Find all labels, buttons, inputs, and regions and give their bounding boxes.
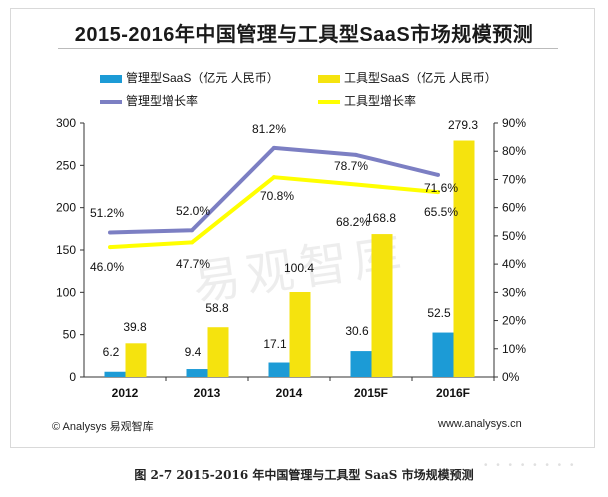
x-tick-label: 2016F bbox=[436, 386, 470, 400]
x-tick-label: 2012 bbox=[112, 386, 139, 400]
point-mgmt-growth bbox=[108, 230, 112, 235]
y2-tick-label: 70% bbox=[502, 172, 526, 186]
legend-label-tool-line: 工具型增长率 bbox=[344, 94, 417, 108]
footer-url: www.analysys.cn bbox=[438, 418, 522, 430]
bar-tool bbox=[125, 343, 147, 377]
line-label-tool-growth: 68.2% bbox=[336, 215, 370, 229]
point-tool-growth bbox=[190, 240, 194, 245]
chart-canvas: 易观智库0501001502002503000%10%20%30%40%50%6… bbox=[56, 116, 526, 400]
figure-frame bbox=[10, 8, 595, 448]
bar-label-tool: 168.8 bbox=[366, 211, 396, 225]
y2-tick-label: 60% bbox=[502, 201, 526, 215]
legend-swatch-tool-bar bbox=[318, 74, 340, 83]
line-label-tool-growth: 70.8% bbox=[260, 189, 294, 203]
line-label-tool-growth: 46.0% bbox=[90, 260, 124, 274]
line-label-mgmt-growth: 51.2% bbox=[90, 206, 124, 220]
point-mgmt-growth bbox=[354, 152, 358, 157]
line-label-mgmt-growth: 52.0% bbox=[176, 204, 210, 218]
point-tool-growth bbox=[436, 190, 440, 195]
decorative-dots: • • • • • • • • bbox=[484, 460, 577, 471]
point-tool-growth bbox=[272, 175, 276, 180]
legend-label-mgmt-bar: 管理型SaaS（亿元 人民币） bbox=[126, 71, 279, 85]
bar-mgmt bbox=[104, 371, 126, 377]
legend-swatch-mgmt-line bbox=[100, 99, 122, 104]
line-label-mgmt-growth: 81.2% bbox=[252, 122, 286, 136]
y2-tick-label: 0% bbox=[502, 370, 520, 384]
x-tick-label: 2015F bbox=[354, 386, 388, 400]
y-tick-label: 200 bbox=[56, 201, 76, 215]
bar-label-mgmt: 17.1 bbox=[263, 337, 287, 351]
bar-tool bbox=[289, 291, 311, 377]
legend-label-tool-bar: 工具型SaaS（亿元 人民币） bbox=[344, 71, 497, 85]
y2-tick-label: 90% bbox=[502, 116, 526, 130]
title-divider bbox=[58, 48, 558, 49]
point-mgmt-growth bbox=[436, 172, 440, 177]
footer-source: © Analysys 易观智库 bbox=[52, 421, 154, 433]
y-tick-label: 50 bbox=[63, 328, 77, 342]
y-tick-label: 0 bbox=[69, 370, 76, 384]
legend-tool-bar: 工具型SaaS（亿元 人民币） bbox=[318, 69, 497, 86]
y-tick-label: 100 bbox=[56, 285, 76, 299]
bar-label-tool: 39.8 bbox=[123, 320, 147, 334]
bar-label-tool: 100.4 bbox=[284, 261, 314, 275]
bar-mgmt bbox=[432, 332, 454, 377]
x-tick-label: 2013 bbox=[194, 386, 221, 400]
bar-mgmt bbox=[350, 351, 372, 377]
legend-swatch-mgmt-bar bbox=[100, 74, 122, 83]
point-mgmt-growth bbox=[272, 145, 276, 150]
y2-tick-label: 20% bbox=[502, 314, 526, 328]
x-tick-label: 2014 bbox=[276, 386, 303, 400]
legend-swatch-tool-line bbox=[318, 99, 340, 104]
y2-tick-label: 30% bbox=[502, 285, 526, 299]
y2-tick-label: 80% bbox=[502, 144, 526, 158]
bar-tool bbox=[453, 140, 475, 377]
y2-tick-label: 40% bbox=[502, 257, 526, 271]
figure-caption: 图 2-7 2015-2016 年中国管理与工具型 SaaS 市场规模预测 bbox=[134, 468, 474, 482]
legend-mgmt-bar: 管理型SaaS（亿元 人民币） bbox=[100, 69, 279, 86]
point-tool-growth bbox=[354, 182, 358, 187]
point-mgmt-growth bbox=[190, 228, 194, 233]
y-tick-label: 250 bbox=[56, 158, 76, 172]
bar-tool bbox=[371, 234, 393, 377]
legend-tool-line: 工具型增长率 bbox=[318, 92, 416, 109]
line-label-mgmt-growth: 71.6% bbox=[424, 181, 458, 195]
bar-tool bbox=[207, 327, 229, 377]
y-tick-label: 150 bbox=[56, 243, 76, 257]
point-tool-growth bbox=[108, 245, 112, 250]
bar-label-mgmt: 9.4 bbox=[185, 345, 202, 359]
bar-label-mgmt: 30.6 bbox=[345, 324, 369, 338]
bar-label-tool: 279.3 bbox=[448, 118, 478, 132]
legend-mgmt-line: 管理型增长率 bbox=[100, 92, 198, 109]
legend-label-mgmt-line: 管理型增长率 bbox=[126, 94, 199, 108]
bar-mgmt bbox=[186, 369, 208, 377]
bar-label-mgmt: 6.2 bbox=[103, 345, 120, 359]
bar-label-mgmt: 52.5 bbox=[427, 306, 451, 320]
line-label-mgmt-growth: 78.7% bbox=[334, 159, 368, 173]
bar-label-tool: 58.8 bbox=[205, 301, 229, 315]
chart-title: 2015-2016年中国管理与工具型SaaS市场规模预测 bbox=[74, 24, 534, 46]
line-label-tool-growth: 47.7% bbox=[176, 257, 210, 271]
y2-tick-label: 50% bbox=[502, 229, 526, 243]
y2-tick-label: 10% bbox=[502, 342, 526, 356]
bar-mgmt bbox=[268, 362, 290, 377]
line-label-tool-growth: 65.5% bbox=[424, 205, 458, 219]
y-tick-label: 300 bbox=[56, 116, 76, 130]
